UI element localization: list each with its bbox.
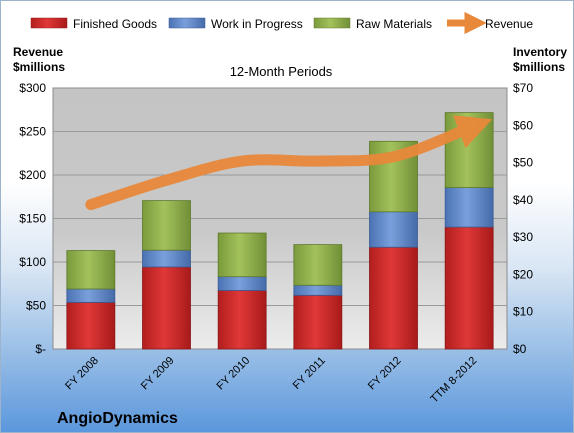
right-tick-label-2: $20 — [513, 267, 533, 281]
legend-label-raw-materials: Raw Materials — [356, 17, 432, 31]
bar-work-in-progress-2 — [217, 276, 267, 291]
bar-raw-materials-2 — [217, 232, 267, 278]
bar-raw-materials-0 — [66, 250, 116, 290]
bar-work-in-progress-3 — [293, 284, 343, 296]
right-tick-label-6: $60 — [513, 118, 533, 132]
bar-work-in-progress-4 — [369, 211, 418, 248]
legend-swatch-finished-goods — [30, 17, 68, 29]
right-axis-title-line1: Inventory — [513, 45, 567, 59]
right-tick-label-3: $30 — [513, 230, 533, 244]
bar-finished-goods-4 — [369, 246, 418, 350]
category-label-4: FY 2012 — [366, 355, 404, 393]
right-tick-label-0: $0 — [513, 342, 527, 356]
bar-work-in-progress-0 — [66, 288, 116, 303]
bar-finished-goods-0 — [66, 301, 116, 350]
company-name: AngioDynamics — [57, 410, 178, 427]
left-axis-ticks: $- $50 $100 $150 $200 $250 $300 — [19, 81, 46, 356]
bar-stacks — [66, 112, 494, 350]
bar-finished-goods-3 — [293, 294, 343, 350]
left-axis-title-line1: Revenue — [13, 45, 63, 59]
category-label-5: TTM 8-2012 — [428, 355, 479, 406]
legend-swatch-raw-materials — [313, 17, 351, 29]
category-label-3: FY 2011 — [291, 355, 328, 392]
bar-finished-goods-5 — [444, 226, 494, 350]
revenue-line-group — [85, 115, 493, 211]
legend-swatch-work-in-progress — [168, 17, 206, 29]
bar-finished-goods-2 — [217, 290, 267, 350]
category-labels: FY 2008 FY 2009 FY 2010 FY 2011 FY 2012 TTM 8… — [63, 355, 479, 406]
legend-item-work-in-progress[interactable]: Work in Progress — [168, 17, 303, 31]
left-tick-label-6: $300 — [19, 81, 46, 95]
left-axis-title-line2: $millions — [13, 60, 65, 74]
left-tick-label-4: $200 — [19, 168, 46, 182]
legend-item-finished-goods[interactable]: Finished Goods — [30, 17, 157, 31]
left-tick-label-2: $100 — [19, 255, 46, 269]
legend-item-raw-materials[interactable]: Raw Materials — [313, 17, 432, 31]
category-label-1: FY 2009 — [139, 355, 177, 393]
right-axis-ticks: $0 $10 $20 $30 $40 $50 $60 $70 — [513, 81, 533, 356]
left-tick-label-0: $- — [35, 342, 46, 356]
bar-work-in-progress-1 — [142, 249, 191, 268]
right-tick-label-7: $70 — [513, 81, 533, 95]
gridlines — [53, 131, 507, 306]
bar-raw-materials-3 — [293, 244, 343, 286]
category-label-2: FY 2010 — [215, 355, 253, 393]
legend-label-revenue: Revenue — [485, 17, 533, 31]
bar-work-in-progress-5 — [444, 187, 494, 228]
legend: Finished Goods Work in Progress Raw Mate… — [30, 11, 533, 35]
revenue-line — [85, 115, 493, 211]
left-tick-label-5: $250 — [19, 125, 46, 139]
category-label-0: FY 2008 — [63, 355, 101, 393]
bar-raw-materials-1 — [142, 200, 191, 251]
left-tick-label-1: $50 — [26, 299, 46, 313]
right-tick-label-4: $40 — [513, 193, 533, 207]
chart-title: 12-Month Periods — [230, 64, 333, 79]
legend-label-finished-goods: Finished Goods — [73, 17, 157, 31]
bar-finished-goods-1 — [142, 266, 191, 350]
left-tick-label-3: $150 — [19, 212, 46, 226]
legend-item-revenue[interactable]: Revenue — [447, 11, 533, 35]
legend-label-work-in-progress: Work in Progress — [211, 17, 303, 31]
right-tick-label-5: $50 — [513, 156, 533, 170]
right-tick-label-1: $10 — [513, 305, 533, 319]
right-axis-title-line2: $millions — [513, 60, 565, 74]
